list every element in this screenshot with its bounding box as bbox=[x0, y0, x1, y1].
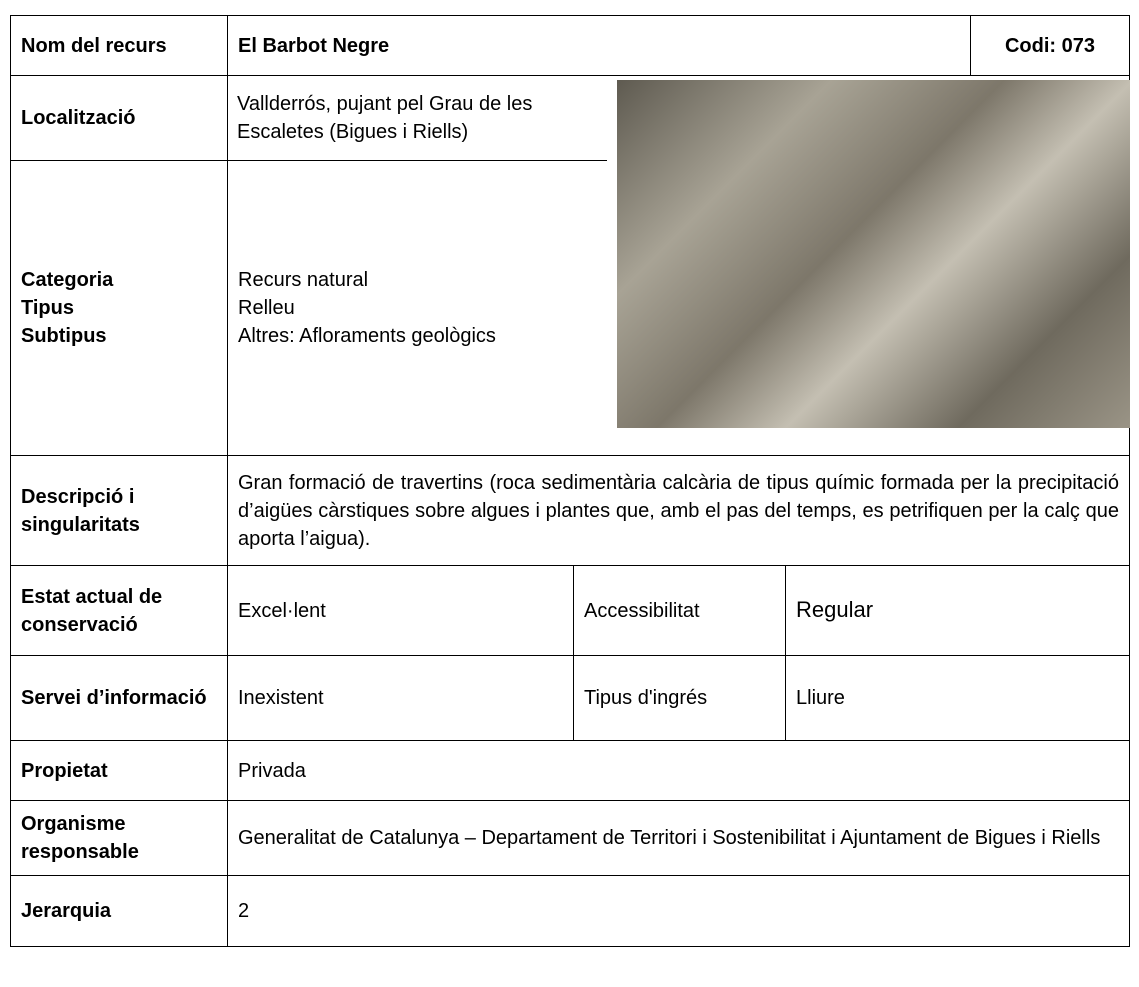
values: Recurs natural Relleu Altres: Aflorament… bbox=[228, 160, 608, 456]
value: Regular bbox=[785, 565, 1130, 656]
text: Generalitat de Catalunya – Departament d… bbox=[238, 827, 1101, 849]
label: Localització bbox=[10, 75, 228, 161]
label: Tipus bbox=[21, 297, 74, 319]
code: Codi: 073 bbox=[970, 15, 1130, 76]
value: Recurs natural bbox=[238, 269, 369, 291]
value: Generalitat de Catalunya – Departament d… bbox=[227, 800, 1130, 876]
label: Servei d’informació bbox=[10, 655, 228, 741]
label: Categoria bbox=[21, 269, 114, 291]
label: Descripció i singularitats bbox=[10, 455, 228, 566]
value: Inexistent bbox=[227, 655, 574, 741]
label: Subtipus bbox=[21, 325, 107, 347]
value: Lliure bbox=[785, 655, 1130, 741]
labels: Categoria Tipus Subtipus bbox=[10, 160, 228, 456]
label: Propietat bbox=[10, 740, 228, 801]
value: 2 bbox=[227, 875, 1130, 947]
label: Nom del recurs bbox=[10, 15, 228, 76]
location: Vallderrós, pujant pel Grau de les Escal… bbox=[227, 75, 607, 161]
value: Excel·lent bbox=[227, 565, 574, 656]
label: Estat actual de conservació bbox=[10, 565, 228, 656]
label: Jerarquia bbox=[10, 875, 228, 947]
label: Tipus d'ingrés bbox=[573, 655, 786, 741]
description: Gran formació de travertins (roca sedime… bbox=[227, 455, 1130, 566]
value: Altres: Afloraments geològics bbox=[238, 325, 496, 347]
text: Gran formació de travertins (roca sedime… bbox=[238, 471, 1119, 550]
resource-name: El Barbot Negre bbox=[227, 15, 971, 76]
label: Accessibilitat bbox=[573, 565, 786, 656]
photo bbox=[617, 80, 1130, 428]
value: Relleu bbox=[238, 297, 295, 319]
label: Organisme responsable bbox=[10, 800, 228, 876]
value: Privada bbox=[227, 740, 1130, 801]
